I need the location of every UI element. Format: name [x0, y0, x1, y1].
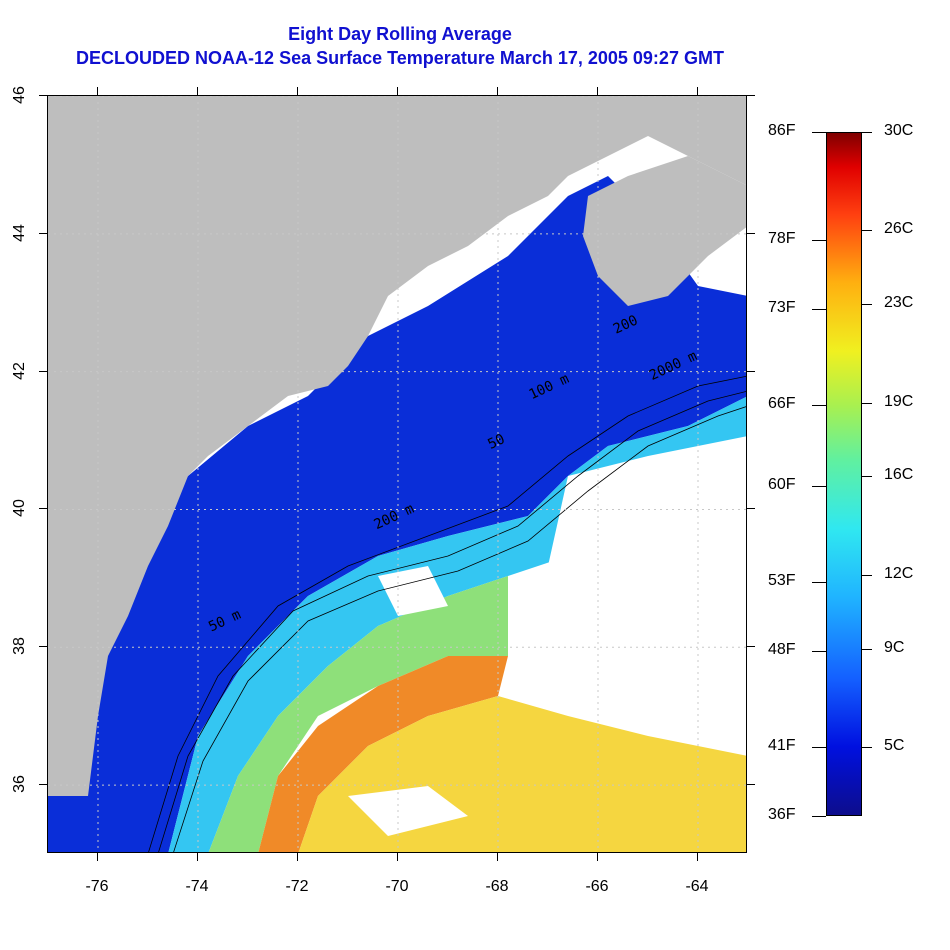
y-tick: 40	[10, 488, 30, 528]
x-tick-mark	[297, 87, 298, 95]
sst-map-canvas	[48, 96, 746, 852]
colorbar-f-label: 78F	[768, 230, 796, 248]
ocean-cold-shelf	[48, 176, 746, 852]
colorbar-f-tick	[812, 651, 826, 653]
x-tick-mark	[397, 87, 398, 95]
y-tick-mark	[747, 370, 755, 372]
contour-50m	[148, 375, 746, 852]
chart-title: Eight Day Rolling Average	[288, 24, 512, 44]
colorbar-f-tick	[812, 816, 826, 817]
colorbar-c-tick	[862, 574, 872, 576]
colorbar-c-tick	[862, 132, 872, 133]
land-coast	[48, 96, 746, 796]
y-tick: 46	[10, 75, 30, 115]
x-tick-mark	[597, 853, 598, 861]
y-tick-mark	[747, 95, 755, 96]
y-tick-label: 36	[10, 775, 28, 793]
contour-2000m	[173, 406, 746, 852]
y-tick-mark	[747, 784, 755, 786]
x-tick-mark	[97, 853, 98, 861]
colorbar-f-label: 86F	[768, 122, 796, 139]
colorbar-f-label: 36F	[768, 806, 796, 823]
y-tick-mark	[747, 232, 755, 234]
cloud-patch	[518, 436, 746, 736]
cloud-patch	[348, 786, 468, 836]
colorbar-f-label: 53F	[768, 572, 796, 590]
x-tick-label: -70	[385, 878, 409, 895]
colorbar-f-tick	[812, 486, 826, 488]
grid-overlay	[48, 96, 746, 852]
x-tick-mark	[197, 87, 198, 95]
colorbar-f-tick	[812, 582, 826, 584]
y-tick-label: 44	[10, 223, 28, 242]
colorbar-c-tick	[862, 747, 872, 749]
y-tick-label: 46	[10, 86, 28, 104]
colorbar-f-tick	[812, 132, 826, 133]
y-tick: 36	[10, 764, 30, 804]
x-tick-label: -64	[685, 878, 709, 895]
colorbar-c-label: 9C	[884, 638, 905, 656]
colorbar-f-tick	[812, 405, 826, 407]
y-tick-mark	[747, 508, 755, 510]
y-tick: 42	[10, 351, 30, 391]
gulf-stream	[258, 656, 508, 852]
y-tick-label: 40	[10, 499, 28, 518]
y-tick-label: 42	[10, 361, 28, 380]
land-nova-scotia	[583, 156, 746, 306]
y-tick-mark	[39, 508, 47, 510]
x-tick-mark	[697, 853, 698, 861]
colorbar-f-label: 60F	[768, 476, 796, 494]
y-tick: 44	[10, 213, 30, 253]
x-tick-mark	[297, 853, 298, 861]
x-tick-label: -76	[85, 878, 109, 895]
colorbar-c-label: 12C	[884, 564, 914, 582]
x-tick-mark	[597, 87, 598, 95]
colorbar-f-label: 41F	[768, 737, 796, 755]
colorbar	[826, 132, 862, 816]
colorbar-c-label: 5C	[884, 737, 905, 755]
y-tick-mark	[39, 370, 47, 372]
colorbar-c-tick	[862, 648, 872, 650]
x-tick-mark	[697, 87, 698, 95]
colorbar-c-label: 26C	[884, 220, 914, 238]
colorbar-f-label: 66F	[768, 395, 796, 413]
sst-map[interactable]: 50 m 200 m 2000 m 100 m 200 50	[47, 95, 747, 853]
colorbar-c-label: 30C	[884, 122, 914, 139]
y-tick-label: 38	[10, 637, 28, 656]
x-tick-label: -72	[285, 878, 309, 895]
y-tick: 38	[10, 626, 30, 666]
x-tick-mark	[497, 87, 498, 95]
colorbar-c-tick	[862, 402, 872, 404]
colorbar-f-tick	[812, 747, 826, 749]
colorbar-f-tick	[812, 309, 826, 311]
y-tick-mark	[39, 784, 47, 786]
x-tick-mark	[397, 853, 398, 861]
x-tick-mark	[497, 853, 498, 861]
colorbar-c-tick	[862, 230, 872, 232]
colorbar-c-tick	[862, 304, 872, 306]
colorbar-c-tick	[862, 476, 872, 478]
contour-200m	[158, 391, 746, 852]
cloud-patch	[378, 566, 448, 616]
y-tick-mark	[39, 232, 47, 234]
x-tick-label: -68	[485, 878, 509, 895]
colorbar-f-tick	[812, 240, 826, 242]
x-tick-label: -74	[185, 878, 209, 895]
colorbar-f-label: 48F	[768, 641, 796, 659]
ocean-transition	[208, 576, 508, 852]
colorbar-c-label: 19C	[884, 392, 914, 410]
chart-subtitle: DECLOUDED NOAA-12 Sea Surface Temperatur…	[76, 48, 724, 68]
x-tick-mark	[97, 87, 98, 95]
y-tick-mark	[39, 646, 47, 648]
x-tick-mark	[197, 853, 198, 861]
x-tick-label: -66	[585, 878, 609, 895]
colorbar-c-label: 16C	[884, 466, 914, 484]
y-tick-mark	[747, 646, 755, 648]
colorbar-c-label: 23C	[884, 294, 914, 312]
y-tick-mark	[39, 95, 47, 96]
colorbar-f-label: 73F	[768, 299, 796, 317]
